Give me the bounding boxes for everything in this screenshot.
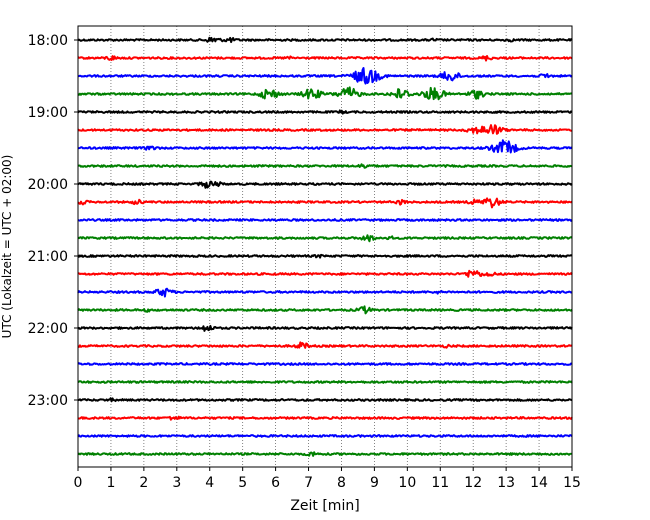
trace-1815 [77,54,573,62]
x-tick-label: 0 [74,475,83,491]
trace-1945 [77,163,573,169]
trace-2230 [77,362,573,366]
trace-2300 [77,397,573,403]
plot-frame [77,25,573,468]
trace-1830 [77,66,573,85]
x-tick-label: 4 [205,475,214,491]
trace-2345 [77,451,573,457]
y-tick-label: 21:00 [28,249,68,265]
x-tick-label: 3 [172,475,181,491]
trace-2015 [77,197,573,209]
y-axis-ticks: 18:00 19:00 20:00 21:00 22:00 23:00 [28,33,78,409]
x-tick-label: 14 [530,475,548,491]
x-tick-label: 2 [139,475,148,491]
trace-2200 [77,324,573,332]
y-tick-label: 23:00 [28,393,68,409]
x-tick-label: 11 [431,475,449,491]
trace-1930 [77,139,573,154]
x-tick-label: 15 [563,475,581,491]
x-tick-label: 13 [497,475,515,491]
trace-1900 [77,109,573,115]
x-axis-ticks: 0 1 2 3 4 5 6 7 8 9 10 11 12 13 14 15 [74,467,581,491]
y-tick-label: 18:00 [28,33,68,49]
trace-2315 [77,415,573,421]
y-axis-label: UTC (Lokalzeit = UTC + 02:00) [0,155,14,339]
x-tick-label: 10 [398,475,416,491]
y-tick-label: 19:00 [28,105,68,121]
trace-1800 [77,36,573,44]
trace-1845 [77,86,573,101]
x-tick-label: 9 [370,475,379,491]
trace-2145 [77,305,573,315]
x-tick-label: 12 [464,475,482,491]
x-axis-label: Zeit [min] [290,498,359,514]
trace-2130 [77,287,573,298]
traces [77,36,573,457]
trace-2045 [77,234,573,243]
x-tick-label: 7 [304,475,313,491]
trace-1915 [77,124,573,135]
trace-2030 [77,218,573,222]
trace-2100 [77,253,573,259]
x-tick-label: 5 [238,475,247,491]
trace-2330 [77,434,573,438]
trace-2115 [77,269,573,278]
y-tick-label: 20:00 [28,177,68,193]
trace-2215 [77,341,573,349]
y-tick-label: 22:00 [28,321,68,337]
x-tick-label: 1 [106,475,115,491]
trace-2245 [77,380,573,384]
x-tick-label: 8 [337,475,346,491]
trace-2000 [77,180,573,189]
x-tick-label: 6 [271,475,280,491]
